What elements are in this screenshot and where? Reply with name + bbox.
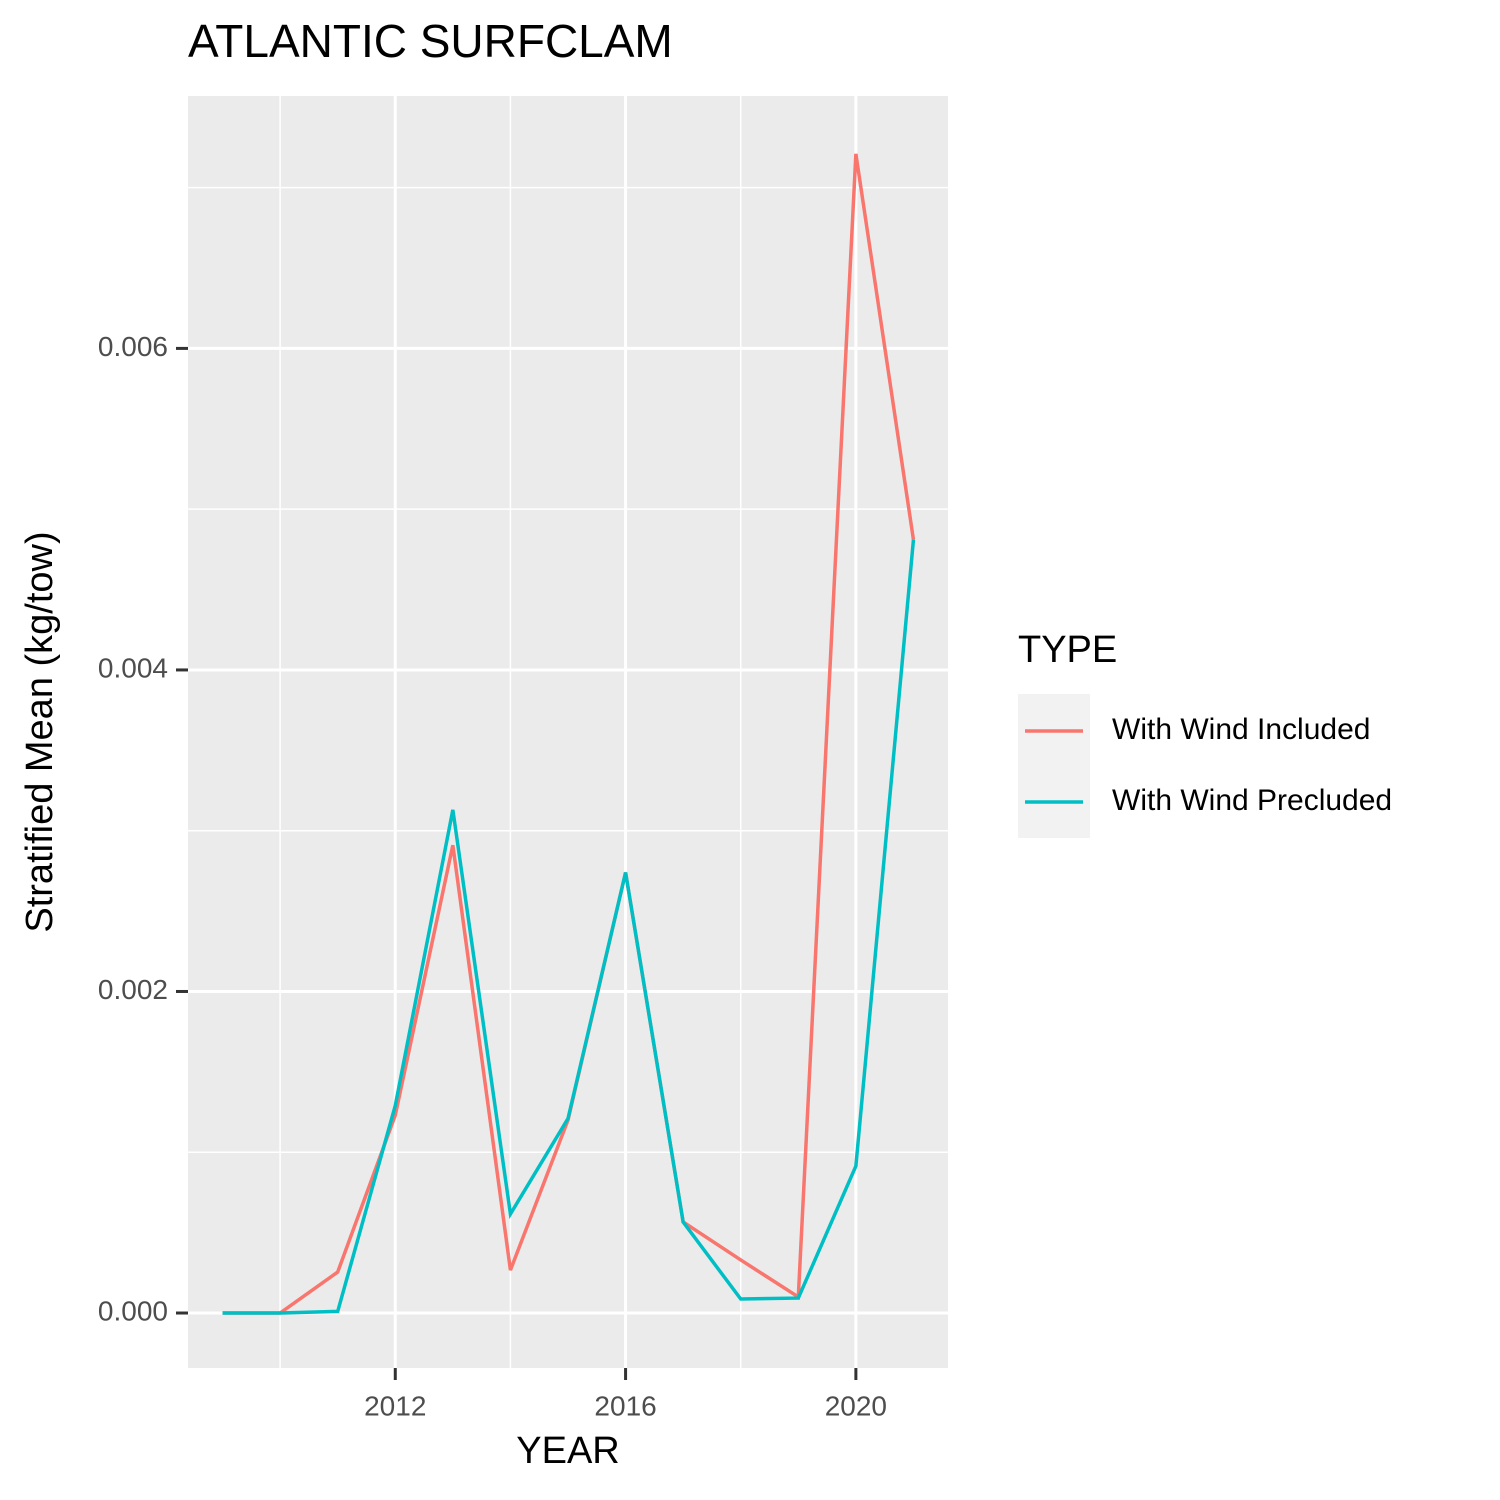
y-tick-label: 0.002 [98,974,168,1005]
plot-background [188,96,948,1368]
legend-label: With Wind Included [1112,713,1370,746]
x-tick-label: 2012 [364,1390,426,1421]
legend-key-background [1018,694,1090,838]
x-tick-label: 2020 [825,1390,887,1421]
legend-title: TYPE [1018,629,1117,671]
x-tick-label: 2016 [594,1390,656,1421]
chart-title: ATLANTIC SURFCLAM [188,15,673,67]
y-axis-title: Stratified Mean (kg/tow) [19,531,61,932]
x-axis-title: YEAR [516,1430,619,1472]
y-tick-label: 0.004 [98,652,168,683]
y-tick-label: 0.000 [98,1295,168,1326]
legend-label: With Wind Precluded [1112,784,1392,817]
data-line [222,539,916,1315]
y-tick-label: 0.006 [98,331,168,362]
